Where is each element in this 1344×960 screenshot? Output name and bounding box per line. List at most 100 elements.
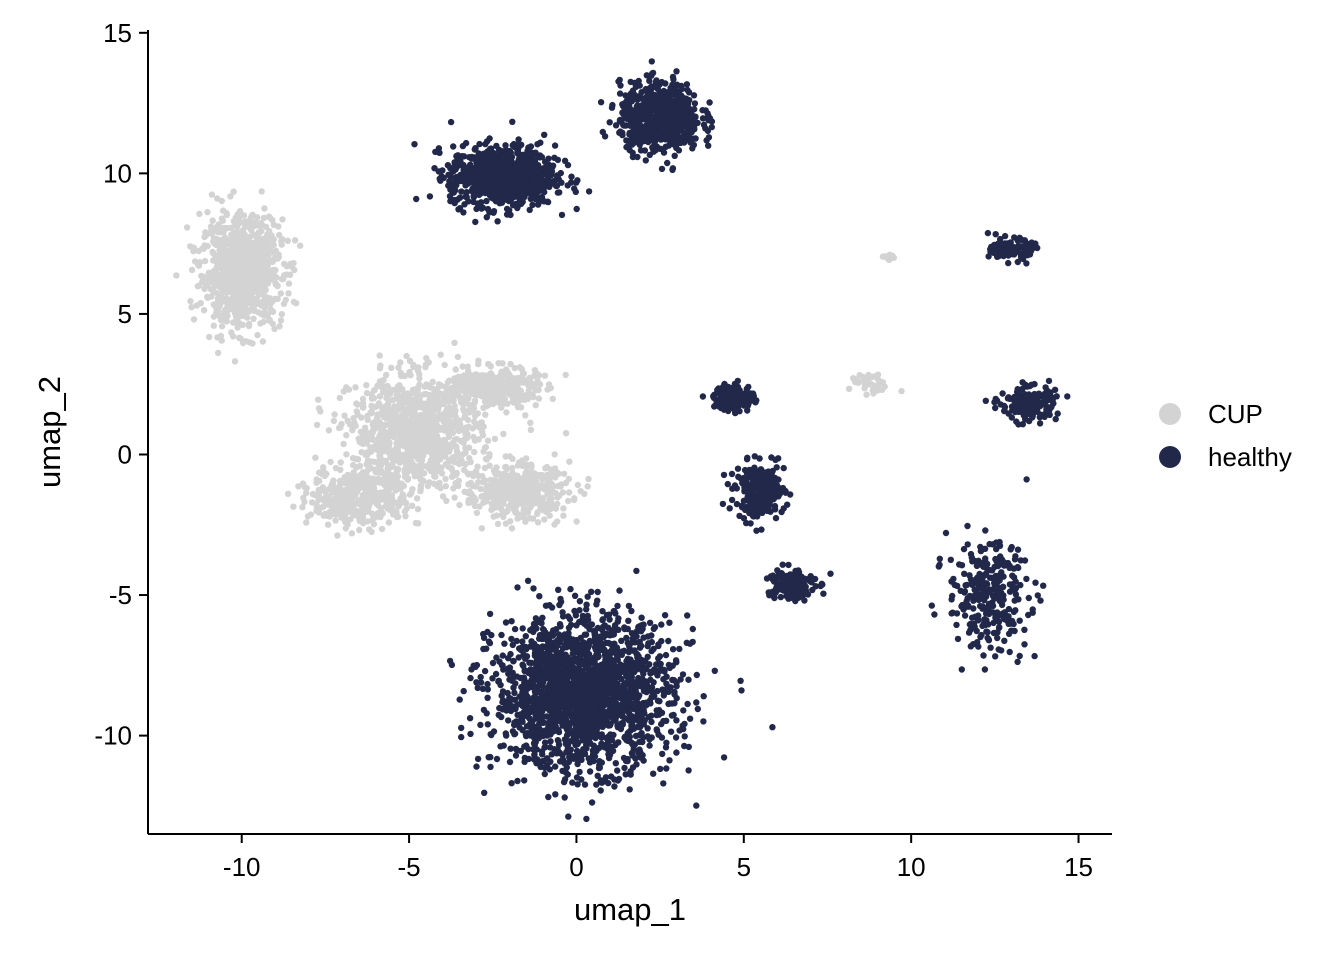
data-point [664,159,671,167]
data-point [495,176,503,183]
data-point [542,171,550,178]
data-point [214,260,221,267]
data-point [447,410,454,417]
data-point [476,140,483,148]
data-point [375,435,382,442]
data-point [437,412,444,419]
data-point [473,763,480,770]
data-point [297,242,304,249]
data-point [863,391,870,398]
data-point [379,492,387,500]
data-point [407,445,414,452]
data-point [862,375,870,382]
data-point [243,242,250,249]
data-point [533,188,540,195]
data-point [353,408,360,415]
data-point [265,251,272,259]
data-point [491,376,498,383]
data-point [279,236,286,243]
data-point [526,500,533,507]
data-point [327,458,334,466]
data-point [415,456,422,463]
data-point [898,387,905,395]
data-point [467,479,475,487]
data-point [514,383,521,391]
data-point [389,396,397,404]
data-point [468,155,475,162]
data-point [387,415,394,422]
data-point [447,171,454,178]
data-point [544,491,551,498]
data-point [720,754,728,761]
data-point [410,363,417,371]
data-point [455,482,462,489]
data-point [428,420,435,427]
data-point [259,288,267,295]
data-point [341,412,348,419]
data-point [560,512,567,519]
data-point [261,267,268,275]
data-point [426,383,433,391]
data-point [438,424,446,432]
data-point [454,152,462,159]
data-point [344,417,351,425]
data-point [340,440,347,448]
data-point [250,315,257,322]
data-point [571,185,578,192]
data-point [344,521,351,528]
data-point [254,261,261,268]
data-point [456,696,463,703]
data-point [440,174,447,182]
data-point [541,131,548,138]
data-point [527,143,535,150]
data-point [394,390,401,397]
data-point [544,500,551,508]
data-point [358,414,365,421]
data-point [518,479,525,486]
data-point [702,107,709,114]
data-point [643,72,650,79]
data-point [265,258,272,265]
data-point [274,282,281,290]
data-point [637,147,645,154]
data-point [368,402,375,410]
data-point [474,200,481,207]
data-point [499,190,506,197]
data-point [439,493,447,500]
data-point [519,501,527,509]
data-point [442,393,449,401]
data-point [217,296,224,303]
data-point [584,483,591,490]
data-point [358,483,366,490]
data-point [195,247,202,255]
data-point [450,485,457,492]
data-point [277,290,285,297]
data-point [252,222,259,229]
data-point [405,406,412,413]
data-point [348,509,355,516]
data-point [658,165,666,173]
data-point [363,486,371,494]
data-point [377,447,384,454]
data-point [625,108,632,115]
data-point [528,463,535,470]
data-point [324,521,332,528]
data-point [536,381,544,388]
data-point [481,444,489,451]
data-point [474,154,482,162]
data-point [293,300,300,307]
data-point [549,395,556,402]
data-point [276,231,283,239]
data-point [375,400,383,407]
data-point [263,241,271,248]
data-point [705,117,712,124]
data-point [629,153,637,161]
data-point [551,451,558,458]
data-point [200,307,208,314]
data-point [271,325,278,333]
data-point [648,118,655,126]
data-point [500,430,507,438]
data-point [452,366,459,373]
data-point [500,390,507,398]
data-point [384,436,391,443]
